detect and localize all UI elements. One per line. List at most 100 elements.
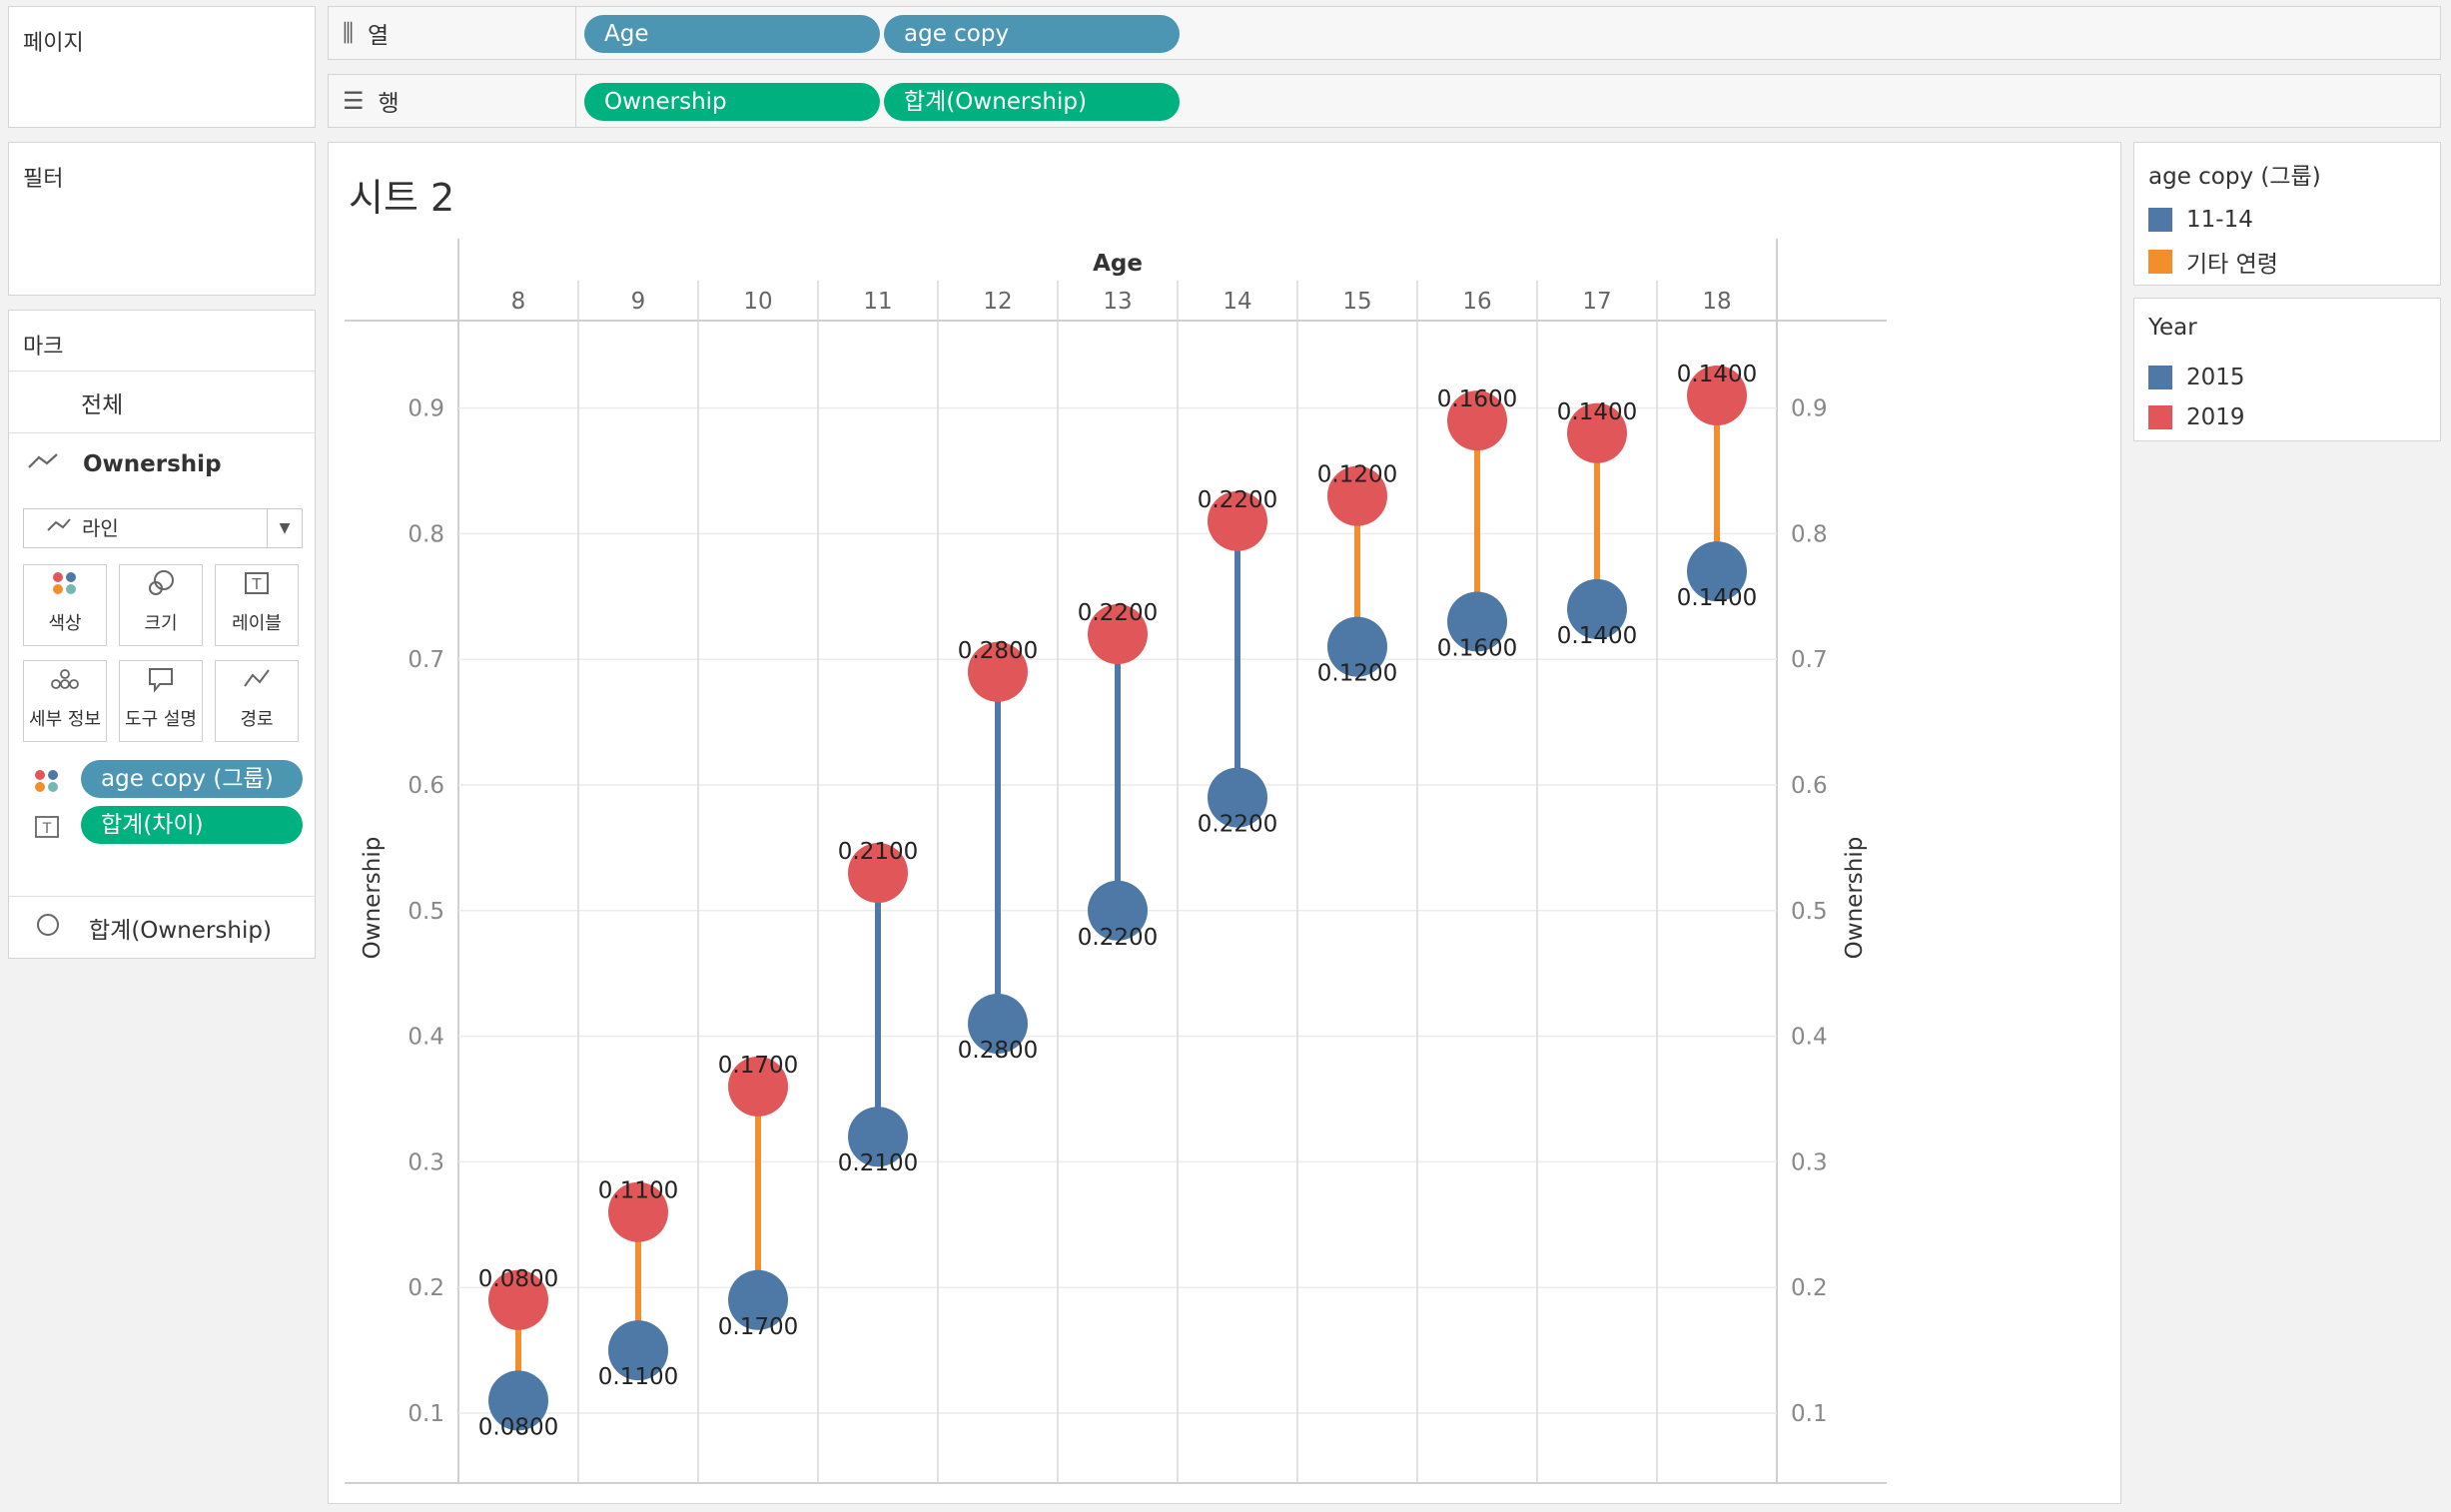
marks-sum-ownership-tab[interactable]: 합계(Ownership) xyxy=(9,896,315,958)
row-pill-ownership[interactable]: Ownership xyxy=(584,83,880,121)
mark-type-value: 라인 xyxy=(82,516,119,540)
point-2019 xyxy=(1327,465,1387,526)
data-label-2015: 0.1600 xyxy=(1437,635,1517,661)
path-button[interactable]: 경로 xyxy=(215,660,299,742)
size-button-label: 크기 xyxy=(144,613,178,634)
path-icon xyxy=(216,661,298,705)
mark-type-dropdown[interactable]: 라인 ▼ xyxy=(23,508,303,548)
y-tick-label: 0.8 xyxy=(408,521,444,547)
x-tick-label: 17 xyxy=(1582,289,1611,315)
rows-shelf[interactable]: ☰ 행 Ownership 합계(Ownership) xyxy=(328,74,2441,128)
data-label-2019: 0.2100 xyxy=(838,839,918,865)
row-pill-sum-ownership[interactable]: 합계(Ownership) xyxy=(884,83,1180,121)
y-axis-title: Ownership xyxy=(360,837,386,960)
x-axis-title: Age xyxy=(1093,251,1143,277)
data-label-2015: 0.1100 xyxy=(598,1364,678,1390)
color-button-label: 색상 xyxy=(48,613,82,634)
data-label-2019: 0.1400 xyxy=(1677,362,1757,387)
label-field-row: T 합계(차이) xyxy=(23,806,303,846)
legend-label: 2019 xyxy=(2186,404,2245,430)
legend-label: 11-14 xyxy=(2186,207,2253,233)
chevron-down-icon[interactable]: ▼ xyxy=(267,509,302,547)
point-2015 xyxy=(968,994,1028,1055)
marks-sum-ownership-label: 합계(Ownership) xyxy=(89,917,272,944)
color-button[interactable]: 색상 xyxy=(23,564,107,646)
data-label-2015: 0.1400 xyxy=(1557,623,1637,649)
columns-icon: ⫼ xyxy=(343,19,355,47)
svg-text:T: T xyxy=(42,821,52,837)
point-2019 xyxy=(1088,604,1148,665)
columns-shelf-label: ⫼ 열 xyxy=(329,7,576,59)
marks-ownership-tab[interactable]: Ownership xyxy=(9,432,315,494)
y-tick-label: 0.7 xyxy=(408,647,444,673)
legend-swatch xyxy=(2148,208,2172,232)
tooltip-button[interactable]: 도구 설명 xyxy=(119,660,203,742)
point-2015 xyxy=(1327,616,1387,677)
y2-axis-title: Ownership xyxy=(1842,837,1868,960)
legend-item-other-ages[interactable]: 기타 연령 xyxy=(2148,245,2278,279)
y-tick-label: 0.6 xyxy=(408,773,444,799)
sheet-title: 시트 2 xyxy=(349,176,455,220)
marks-all-label: 전체 xyxy=(81,391,124,418)
columns-shelf[interactable]: ⫼ 열 Age age copy xyxy=(328,6,2441,60)
data-label-2015: 0.1400 xyxy=(1677,585,1757,611)
legend-label: 2015 xyxy=(2186,365,2245,390)
sheet-view: 시트 2 Age Ownership Ownership 0.1 0.1 0.2 0.… xyxy=(328,142,2121,1504)
point-2015 xyxy=(608,1320,668,1381)
data-label-2015: 0.2200 xyxy=(1078,925,1158,951)
line-icon xyxy=(27,451,65,477)
point-2015 xyxy=(848,1107,908,1167)
point-2015 xyxy=(1447,591,1507,652)
x-tick-label: 8 xyxy=(511,289,526,315)
point-2019 xyxy=(1208,490,1267,551)
legend-item-2015[interactable]: 2015 xyxy=(2148,365,2245,390)
data-label-2019: 0.2800 xyxy=(958,638,1038,664)
columns-label: 열 xyxy=(368,23,390,49)
path-button-label: 경로 xyxy=(240,709,274,730)
detail-button[interactable]: 세부 정보 xyxy=(23,660,107,742)
point-2019 xyxy=(488,1269,548,1330)
pages-panel: 페이지 xyxy=(8,6,316,128)
point-2019 xyxy=(1567,402,1627,463)
size-icon xyxy=(120,565,202,609)
x-tick-label: 13 xyxy=(1103,289,1132,315)
label-button[interactable]: T 레이블 xyxy=(215,564,299,646)
data-label-2019: 0.1600 xyxy=(1437,386,1517,412)
data-label-2015: 0.1200 xyxy=(1317,661,1397,687)
data-label-2019: 0.0800 xyxy=(478,1266,558,1292)
tooltip-button-label: 도구 설명 xyxy=(125,709,197,730)
point-2015 xyxy=(1567,578,1627,639)
size-button[interactable]: 크기 xyxy=(119,564,203,646)
legend-swatch xyxy=(2148,405,2172,429)
marks-ownership-label: Ownership xyxy=(83,450,222,477)
point-2015 xyxy=(1687,541,1747,602)
marks-panel: 마크 전체 Ownership 라인 ▼ 색상 크기 T 레이블 xyxy=(8,310,316,959)
data-label-2015: 0.2800 xyxy=(958,1038,1038,1064)
marks-all-tab[interactable]: 전체 xyxy=(9,371,315,432)
column-pill-age-copy[interactable]: age copy xyxy=(884,15,1180,53)
detail-button-label: 세부 정보 xyxy=(29,709,101,730)
legend-label: 기타 연령 xyxy=(2186,252,2278,278)
y2-tick-label: 0.1 xyxy=(1791,1401,1828,1427)
x-tick-label: 10 xyxy=(743,289,772,315)
y2-tick-label: 0.8 xyxy=(1791,521,1828,547)
legend-item-2019[interactable]: 2019 xyxy=(2148,404,2245,430)
column-pill-age[interactable]: Age xyxy=(584,15,880,53)
x-tick-label: 9 xyxy=(631,289,646,315)
data-label-2019: 0.2200 xyxy=(1078,600,1158,626)
y-tick-label: 0.1 xyxy=(408,1401,444,1427)
x-tick-label: 12 xyxy=(983,289,1012,315)
label-field-pill[interactable]: 합계(차이) xyxy=(81,806,303,844)
group-legend-title: age copy (그룹) xyxy=(2148,164,2321,190)
y2-tick-label: 0.2 xyxy=(1791,1275,1828,1301)
y2-tick-label: 0.4 xyxy=(1791,1025,1828,1051)
point-2019 xyxy=(608,1181,668,1242)
x-tick-label: 15 xyxy=(1342,289,1371,315)
color-field-icon xyxy=(33,768,61,798)
data-label-2015: 0.2100 xyxy=(838,1150,918,1176)
label-field-icon: T xyxy=(33,814,61,844)
x-tick-label: 11 xyxy=(863,289,892,315)
color-field-pill[interactable]: age copy (그룹) xyxy=(81,760,303,798)
legend-item-11-14[interactable]: 11-14 xyxy=(2148,207,2253,233)
data-label-2015: 0.1700 xyxy=(718,1314,798,1340)
